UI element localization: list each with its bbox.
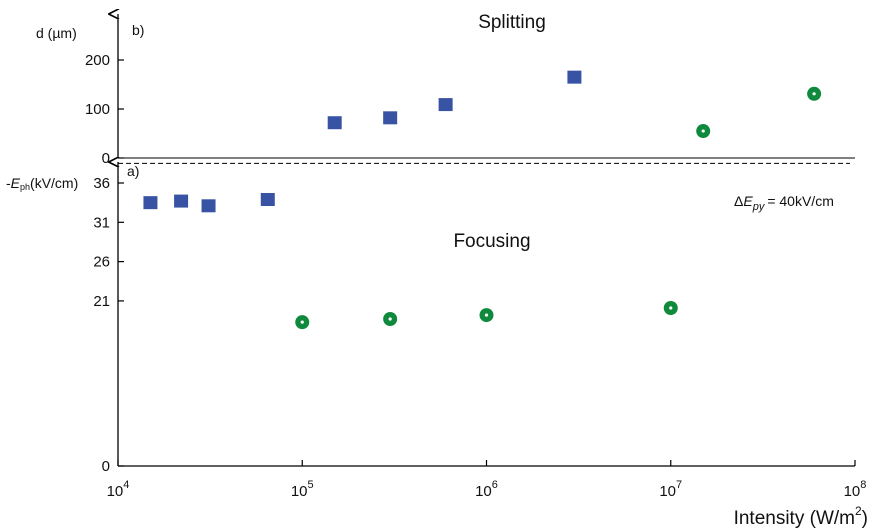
reference-line-label-value: = 40kV/cm — [767, 193, 834, 209]
bottom-square-point — [143, 196, 158, 210]
bottom-square-point — [174, 194, 189, 208]
top-y-tick-label: 100 — [85, 101, 110, 118]
top-square-point — [567, 70, 582, 84]
top-square-point — [383, 111, 398, 125]
bottom-y-tick-label: 36 — [93, 175, 110, 192]
bottom-y-axis-title: -Eph(kV/cm) — [6, 175, 78, 192]
bottom-circle-point — [663, 300, 678, 315]
bottom-y-tick-label: 31 — [93, 214, 110, 231]
bottom-circle-point — [295, 315, 310, 330]
reference-line-label-sub: py — [752, 201, 766, 213]
bottom-y-tick-label: 26 — [93, 254, 110, 271]
x-axis-title-sup: 2 — [855, 504, 862, 518]
x-tick-label: 105 — [291, 479, 314, 500]
bottom-square-point — [260, 193, 275, 207]
top-y-tick-group: 0 100 200 — [85, 52, 124, 167]
bottom-y-axis-title-unit: (kV/cm) — [30, 175, 78, 191]
bottom-y-axis-title-sub: ph — [20, 182, 30, 192]
top-y-axis-title: d (µm) — [36, 25, 77, 41]
x-tick-label: 104 — [107, 479, 130, 500]
bottom-panel-tag: a) — [127, 163, 139, 179]
bottom-y-tick-label: 0 — [102, 458, 110, 475]
reference-line-label-var: E — [743, 193, 753, 209]
bottom-y-axis-title-prefix: - — [6, 175, 11, 191]
top-panel-title: Splitting — [478, 12, 546, 33]
x-tick-label: 108 — [844, 479, 867, 500]
top-square-point — [327, 116, 342, 130]
bottom-circle-point — [383, 311, 398, 326]
top-square-point — [438, 98, 453, 112]
x-axis-title: Intensity (W/m2) — [734, 504, 868, 529]
top-circle-point — [807, 86, 822, 101]
x-axis-title-close: ) — [862, 508, 868, 529]
top-y-tick-label: 0 — [102, 150, 110, 167]
x-tick-group: 104 105 106 107 108 — [107, 460, 867, 500]
bottom-circle-point — [479, 308, 494, 323]
x-axis-title-main: Intensity (W/m — [734, 508, 855, 529]
bottom-y-tick-label: 21 — [93, 293, 110, 310]
bottom-panel-title: Focusing — [453, 231, 530, 252]
top-circle-point — [696, 124, 711, 139]
reference-line-label-delta: Δ — [734, 193, 743, 209]
reference-line-label: ΔEpy = 40kV/cm — [734, 193, 834, 213]
top-panel-tag: b) — [132, 22, 144, 38]
bottom-y-tick-group: 0 21 26 31 36 — [93, 175, 124, 475]
top-y-tick-label: 200 — [85, 52, 110, 69]
x-tick-label: 106 — [475, 479, 498, 500]
data-points — [143, 70, 822, 330]
x-tick-label: 107 — [659, 479, 682, 500]
bottom-square-point — [201, 199, 216, 213]
bottom-y-axis-title-var: E — [11, 175, 21, 191]
